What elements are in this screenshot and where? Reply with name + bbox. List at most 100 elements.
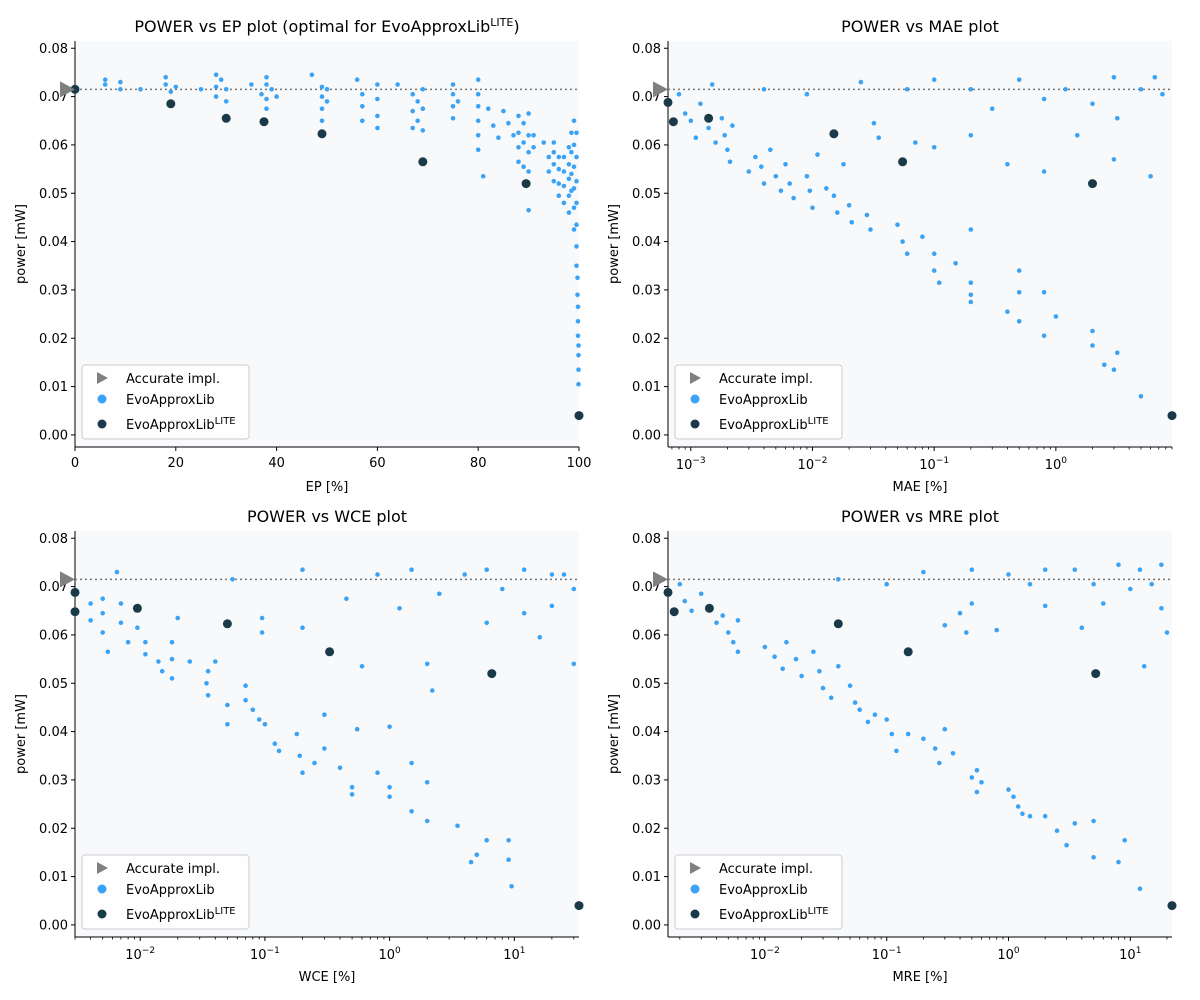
y-tick-label: 0.05: [39, 677, 68, 692]
evoapproxlib-point: [506, 120, 511, 126]
evoapproxlib-point: [831, 193, 837, 198]
evoapproxlib-point: [1164, 630, 1170, 635]
evoapproxlib-point: [259, 91, 264, 97]
evoapproxlib-point: [1042, 603, 1048, 609]
evoapproxlib-point: [784, 639, 789, 645]
evoapproxlib-point: [575, 292, 580, 298]
evoapproxlib-point: [395, 82, 400, 87]
evoapproxlib-point: [484, 620, 490, 626]
evoapproxlib-point: [676, 91, 682, 97]
evoapproxlib-point: [974, 789, 980, 795]
evoapproxlib-point: [397, 606, 402, 611]
evoapproxlib-point: [725, 147, 730, 153]
evoapproxlib-point: [730, 123, 735, 128]
evoapproxlib-point: [731, 639, 736, 645]
evoapproxlib-point: [455, 99, 461, 104]
y-tick-label: 0.04: [39, 235, 68, 250]
panel-3: POWER vs WCE plot 0.00 0.01 0.02 0.03 0.04 0.0…: [14, 507, 584, 985]
evoapproxlib-point: [480, 174, 486, 179]
evoapproxlib-point: [1091, 818, 1096, 824]
y-tick-label: 0.00: [632, 918, 661, 933]
legend: Accurate impl. EvoApproxLib EvoApproxLibLI…: [674, 364, 843, 440]
y-tick-label: 0.00: [39, 428, 68, 443]
evoapproxlib-point: [1122, 838, 1127, 843]
evoapproxlib-point: [706, 125, 711, 131]
evoapproxlib-point: [913, 140, 918, 145]
evoapproxlib-point: [501, 108, 506, 114]
y-tick-label: 0.01: [39, 870, 68, 885]
legend-label-evoapproxlib: EvoApproxLib: [126, 883, 215, 898]
evoapproxlib-point: [300, 567, 305, 572]
evoapproxlib-point: [846, 203, 852, 208]
evoapproxlib-point: [688, 118, 694, 124]
evoapproxlib-point: [709, 82, 715, 87]
y-tick-label: 0.06: [39, 138, 68, 153]
y-tick-label: 0.01: [39, 380, 68, 395]
evoapproxlib-point: [491, 123, 496, 128]
evoapproxlib-lite-point: [70, 607, 80, 617]
evoapproxlib-point: [521, 120, 526, 126]
evoapproxlib-point: [778, 188, 784, 194]
evoapproxlib-point: [430, 688, 435, 693]
evoapproxlib-point: [415, 118, 421, 124]
evoapproxlib-point: [410, 91, 416, 97]
evoapproxlib-point: [526, 149, 531, 155]
y-tick-label: 0.04: [39, 725, 68, 740]
evoapproxlib-point: [163, 82, 168, 87]
evoapproxlib-point: [689, 608, 694, 614]
evoapproxlib-point: [759, 164, 764, 169]
evoapproxlib-point: [772, 654, 777, 659]
panel-2: POWER vs MAE plot 0.00 0.01 0.02 0.03 0.04 0.0…: [607, 17, 1177, 495]
evoapproxlib-point: [516, 113, 521, 119]
evoapproxlib-point: [250, 707, 256, 713]
evoapproxlib-point: [496, 135, 501, 140]
x-tick-label: 101: [1119, 946, 1141, 963]
y-tick-label: 0.08: [39, 532, 68, 547]
evoapproxlib-lite-point: [669, 607, 679, 617]
evoapproxlib-point: [506, 857, 511, 862]
y-tick-label: 0.06: [632, 628, 661, 643]
evoapproxlib-point: [722, 133, 727, 138]
evoapproxlib-point: [100, 610, 105, 616]
evoapproxlib-point: [163, 75, 168, 80]
panel-4: POWER vs MRE plot 0.00 0.01 0.02 0.03 0.04 0.0…: [607, 507, 1177, 985]
evoapproxlib-point: [409, 760, 414, 766]
evoapproxlib-point: [474, 852, 480, 858]
evoapproxlib-point: [968, 87, 974, 92]
evoapproxlib-point: [1041, 169, 1047, 174]
evoapproxlib-point: [905, 731, 911, 737]
evoapproxlib-point: [225, 702, 230, 708]
y-axis-label: power [mW]: [607, 694, 622, 774]
evoapproxlib-point: [225, 722, 230, 727]
evoapproxlib-point: [1111, 75, 1117, 80]
evoapproxlib-point: [895, 222, 900, 227]
chart-title: POWER vs MAE plot: [841, 17, 999, 36]
evoapproxlib-point: [989, 106, 995, 111]
evoapproxlib-point: [791, 195, 796, 201]
legend: Accurate impl. EvoApproxLib EvoApproxLibLI…: [674, 854, 843, 930]
evoapproxlib-point: [566, 193, 572, 198]
evoapproxlib-point: [1016, 290, 1022, 295]
evoapproxlib-point: [964, 630, 969, 635]
legend-evoapproxlib-lite-marker: [97, 419, 107, 429]
legend-accurate-marker: [97, 372, 108, 384]
evoapproxlib-point: [576, 352, 581, 358]
evoapproxlib-point: [811, 649, 816, 655]
evoapproxlib-point: [931, 77, 937, 82]
evoapproxlib-point: [526, 207, 531, 213]
evoapproxlib-point: [410, 108, 416, 114]
evoapproxlib-point: [1102, 362, 1107, 368]
evoapproxlib-point: [889, 731, 895, 737]
y-tick-label: 0.08: [632, 532, 661, 547]
evoapproxlib-point: [349, 792, 355, 797]
evoapproxlib-point: [677, 581, 683, 587]
evoapproxlib-point: [551, 162, 557, 167]
evoapproxlib-point: [569, 130, 574, 136]
evoapproxlib-point: [921, 569, 926, 575]
legend: Accurate impl. EvoApproxLib EvoApproxLibLI…: [81, 364, 250, 440]
y-tick-label: 0.06: [39, 628, 68, 643]
evoapproxlib-point: [324, 99, 330, 104]
evoapproxlib-point: [135, 625, 140, 630]
evoapproxlib-point: [761, 87, 767, 92]
